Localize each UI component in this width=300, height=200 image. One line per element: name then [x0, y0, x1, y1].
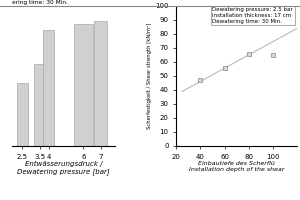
Bar [43, 30, 54, 146]
Text: ation thickness:17 cm
ering time: 30 Min.: ation thickness:17 cm ering time: 30 Min… [12, 0, 76, 5]
Point [270, 53, 275, 57]
Y-axis label: Scherfestigkeit / Shear strength [kN/m²]: Scherfestigkeit / Shear strength [kN/m²] [147, 23, 152, 129]
Bar [94, 21, 107, 146]
Bar [17, 83, 28, 146]
Bar [34, 64, 46, 146]
Bar [74, 24, 93, 146]
X-axis label: Einbautiefe des Scherflü
Installation depth of the shear: Einbautiefe des Scherflü Installation de… [189, 161, 284, 172]
Point [246, 52, 251, 55]
Text: Dewatering pressure: 2.5 bar
Installation thickness: 17 cm
Dewatering time: 30 M: Dewatering pressure: 2.5 bar Installatio… [212, 7, 293, 24]
Point [222, 66, 227, 69]
Point [198, 79, 203, 82]
X-axis label: Entwässerungsdruck /
Dewatering pressure [bar]: Entwässerungsdruck / Dewatering pressure… [17, 161, 110, 175]
